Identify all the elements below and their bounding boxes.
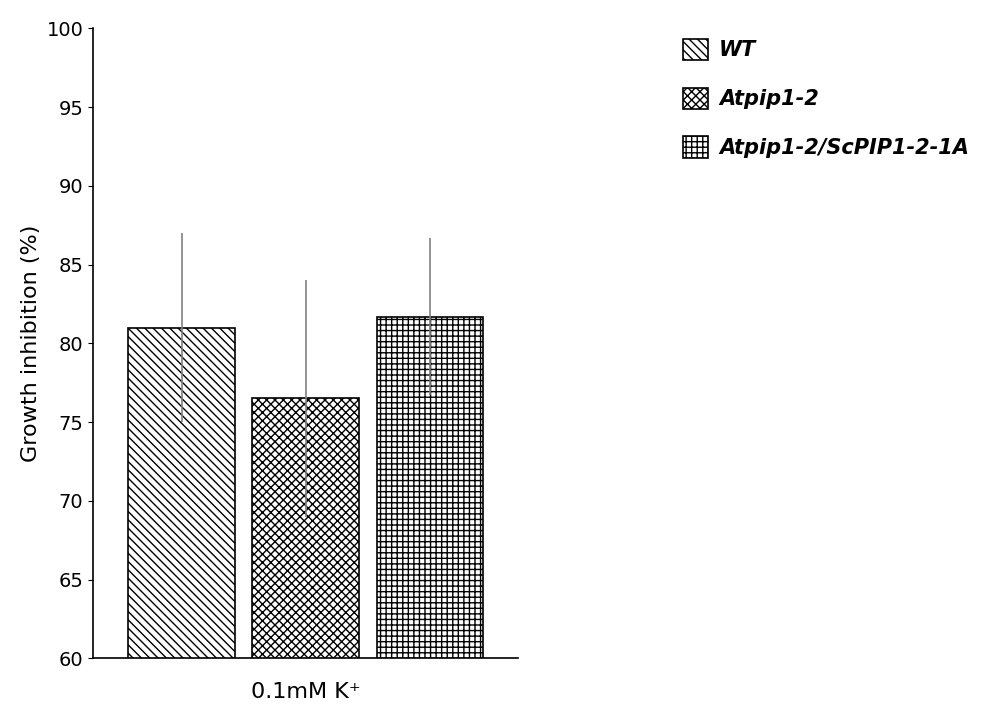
Bar	[128, 328, 235, 658]
Legend: WT, Atpip1-2, Atpip1-2/ScPIP1-2-1A: WT, Atpip1-2, Atpip1-2/ScPIP1-2-1A	[683, 39, 969, 158]
Y-axis label: Growth inhibition (%): Growth inhibition (%)	[21, 225, 41, 462]
Text: 0.1mM K⁺: 0.1mM K⁺	[251, 682, 360, 702]
Bar	[377, 317, 483, 658]
Bar	[252, 398, 359, 658]
